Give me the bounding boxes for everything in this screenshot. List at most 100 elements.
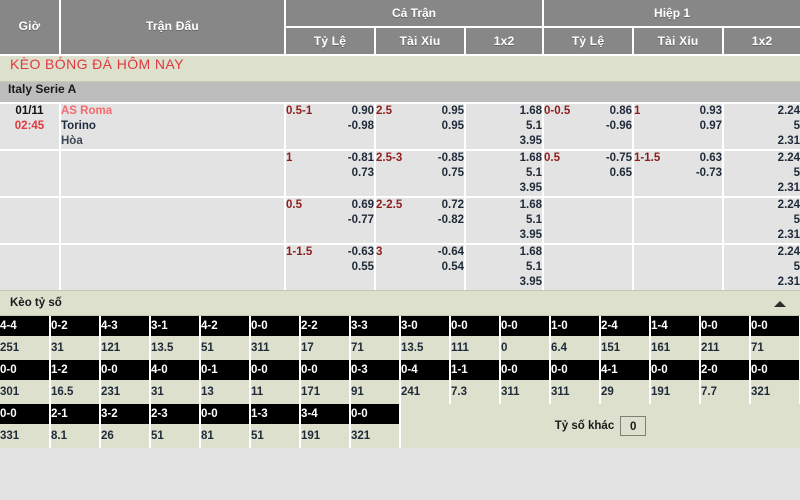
- score-odds-value[interactable]: 26: [100, 424, 151, 448]
- half-over-odds[interactable]: 0.63: [699, 152, 723, 164]
- score-odds-value[interactable]: 191: [300, 424, 351, 448]
- score-label[interactable]: 0-0: [750, 360, 800, 380]
- score-odds-value[interactable]: 13.5: [400, 336, 451, 360]
- half-handicap-away-odds[interactable]: -0.96: [605, 120, 633, 132]
- score-odds-value[interactable]: 111: [450, 336, 501, 360]
- correct-score-header[interactable]: Kèo tỷ số: [0, 290, 800, 316]
- full-over-odds[interactable]: -0.64: [437, 246, 464, 258]
- score-odds-value[interactable]: 17: [300, 336, 351, 360]
- half-1x2-away[interactable]: 2.31: [777, 276, 800, 288]
- score-label[interactable]: 0-0: [500, 360, 551, 380]
- full-1x2-cell[interactable]: 1.68 5.1 3.95: [465, 197, 545, 245]
- half-overunder-cell[interactable]: 1 0.93 0.97: [633, 103, 725, 151]
- full-handicap-cell[interactable]: 0.5-1 0.90 -0.98: [285, 103, 376, 151]
- score-label[interactable]: 0-2: [50, 316, 101, 336]
- away-team-name[interactable]: Torino: [61, 120, 96, 132]
- score-label[interactable]: 4-1: [600, 360, 651, 380]
- score-odds-value[interactable]: 11: [250, 380, 301, 404]
- score-odds-value[interactable]: 211: [700, 336, 751, 360]
- half-1x2-draw[interactable]: 5: [793, 261, 800, 273]
- score-label[interactable]: 0-0: [450, 316, 501, 336]
- score-label[interactable]: 0-0: [100, 360, 151, 380]
- half-1x2-home[interactable]: 2.24: [777, 105, 800, 117]
- full-overunder-cell[interactable]: 2.5 0.95 0.95: [375, 103, 466, 151]
- score-odds-value[interactable]: 171: [300, 380, 351, 404]
- score-odds-value[interactable]: 13: [200, 380, 251, 404]
- half-1x2-draw[interactable]: 5: [793, 214, 800, 226]
- league-cell[interactable]: Italy Serie A: [0, 81, 800, 104]
- half-1x2-draw[interactable]: 5: [793, 167, 800, 179]
- score-label[interactable]: 0-0: [350, 404, 401, 424]
- full-over-odds[interactable]: -0.85: [437, 152, 464, 164]
- score-odds-value[interactable]: 31: [150, 380, 201, 404]
- score-label[interactable]: 4-0: [150, 360, 201, 380]
- score-odds-value[interactable]: 231: [100, 380, 151, 404]
- score-odds-value[interactable]: 81: [200, 424, 251, 448]
- score-odds-value[interactable]: 71: [750, 336, 800, 360]
- full-1x2-cell[interactable]: 1.68 5.1 3.95: [465, 244, 545, 290]
- full-1x2-home[interactable]: 1.68: [519, 199, 543, 211]
- score-label[interactable]: 1-3: [250, 404, 301, 424]
- full-handicap-home-odds[interactable]: -0.63: [347, 246, 374, 258]
- score-odds-value[interactable]: 311: [550, 380, 601, 404]
- score-odds-value[interactable]: 311: [500, 380, 551, 404]
- score-odds-value[interactable]: 16.5: [50, 380, 101, 404]
- half-handicap-cell[interactable]: 0.5 -0.75 0.65: [543, 150, 635, 198]
- full-1x2-home[interactable]: 1.68: [519, 152, 543, 164]
- other-score-cell[interactable]: Tỷ số khác 0: [400, 404, 800, 448]
- score-odds-value[interactable]: 331: [0, 424, 51, 448]
- league-row[interactable]: Italy Serie A: [0, 81, 800, 104]
- full-over-odds[interactable]: 0.72: [441, 199, 464, 211]
- score-odds-value[interactable]: 241: [400, 380, 451, 404]
- full-handicap-away-odds[interactable]: -0.77: [347, 214, 374, 226]
- score-label[interactable]: 4-3: [100, 316, 151, 336]
- half-1x2-home[interactable]: 2.24: [777, 152, 800, 164]
- odds-row[interactable]: 1 -0.81 0.73 2.5-3 -0.85 0.75 1.68 5.1: [0, 150, 800, 198]
- score-odds-value[interactable]: 6.4: [550, 336, 601, 360]
- score-label[interactable]: 3-2: [100, 404, 151, 424]
- triangle-up-icon[interactable]: [774, 301, 786, 307]
- score-odds-value[interactable]: 29: [600, 380, 651, 404]
- score-odds-value[interactable]: 301: [0, 380, 51, 404]
- score-label[interactable]: 0-0: [250, 360, 301, 380]
- score-odds-value[interactable]: 71: [350, 336, 401, 360]
- score-odds-value[interactable]: 51: [200, 336, 251, 360]
- half-over-odds[interactable]: 0.93: [699, 105, 723, 117]
- score-label[interactable]: 0-0: [500, 316, 551, 336]
- score-label[interactable]: 0-0: [750, 316, 800, 336]
- full-overunder-cell[interactable]: 3 -0.64 0.54: [375, 244, 466, 290]
- full-1x2-away[interactable]: 3.95: [519, 135, 543, 147]
- score-odds-value[interactable]: 191: [650, 380, 701, 404]
- score-label[interactable]: 2-2: [300, 316, 351, 336]
- full-1x2-draw[interactable]: 5.1: [526, 120, 543, 132]
- full-handicap-cell[interactable]: 1 -0.81 0.73: [285, 150, 376, 198]
- full-under-odds[interactable]: 0.75: [441, 167, 464, 179]
- full-handicap-home-odds[interactable]: 0.90: [351, 105, 374, 117]
- full-over-odds[interactable]: 0.95: [441, 105, 464, 117]
- score-odds-value[interactable]: 31: [50, 336, 101, 360]
- score-label[interactable]: 0-0: [250, 316, 301, 336]
- score-label[interactable]: 0-0: [300, 360, 351, 380]
- full-1x2-cell[interactable]: 1.68 5.1 3.95: [465, 150, 545, 198]
- half-1x2-cell[interactable]: 2.24 5 2.31: [723, 150, 800, 198]
- score-odds-value[interactable]: 8.1: [50, 424, 101, 448]
- score-label[interactable]: 1-4: [650, 316, 701, 336]
- half-handicap-home-odds[interactable]: 0.86: [609, 105, 633, 117]
- half-1x2-cell[interactable]: 2.24 5 2.31: [723, 103, 800, 151]
- score-label[interactable]: 1-1: [450, 360, 501, 380]
- score-label[interactable]: 3-3: [350, 316, 401, 336]
- score-label[interactable]: 0-0: [0, 404, 51, 424]
- half-1x2-home[interactable]: 2.24: [777, 199, 800, 211]
- score-label[interactable]: 0-0: [650, 360, 701, 380]
- full-1x2-draw[interactable]: 5.1: [526, 167, 543, 179]
- score-label[interactable]: 2-4: [600, 316, 651, 336]
- score-label[interactable]: 0-3: [350, 360, 401, 380]
- score-odds-value[interactable]: 321: [350, 424, 401, 448]
- score-odds-value[interactable]: 161: [650, 336, 701, 360]
- half-under-odds[interactable]: -0.73: [695, 167, 723, 179]
- half-overunder-cell[interactable]: 1-1.5 0.63 -0.73: [633, 150, 725, 198]
- full-1x2-away[interactable]: 3.95: [519, 182, 543, 194]
- odds-row[interactable]: 0.5 0.69 -0.77 2-2.5 0.72 -0.82 1.68 5.: [0, 197, 800, 245]
- score-label[interactable]: 0-0: [200, 404, 251, 424]
- score-odds-value[interactable]: 311: [250, 336, 301, 360]
